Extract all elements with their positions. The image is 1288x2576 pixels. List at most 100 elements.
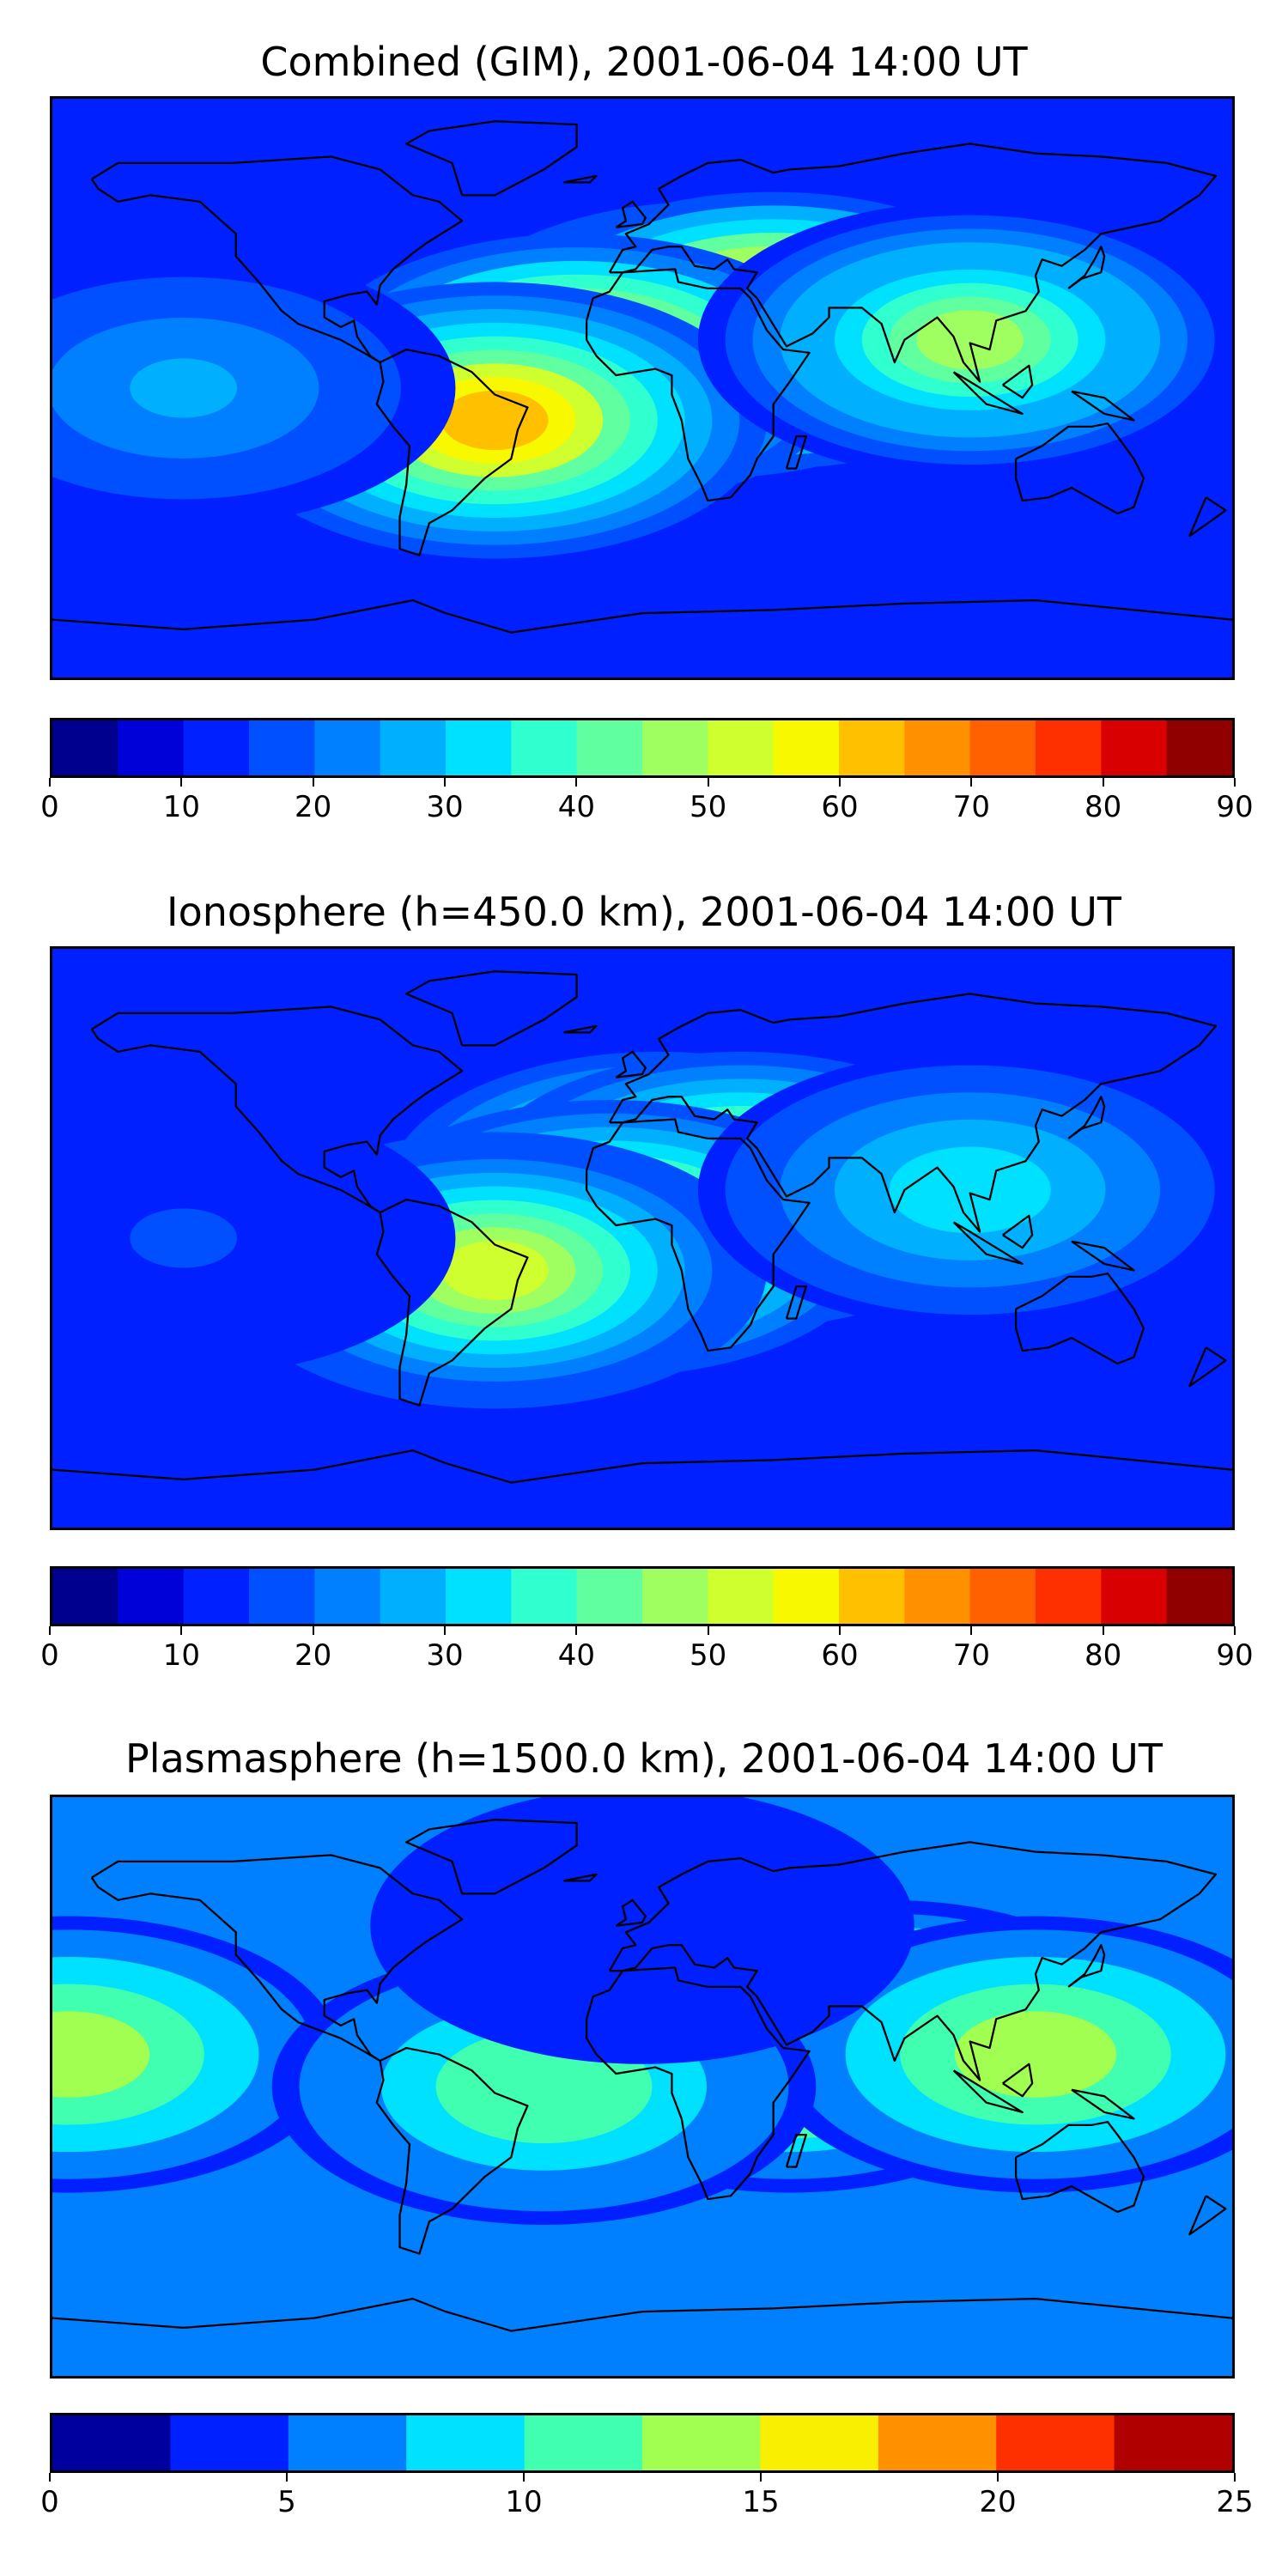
colorbar-ticks: 0 10 20 30 40 50 60 70 80 90 [40,1626,1254,1678]
colorbar-tick-label: 30 [426,1638,464,1673]
colorbar-tick-label: 90 [1216,790,1254,824]
colorbar-tick-mark [180,1626,183,1635]
coastline [615,1050,647,1078]
colorbar-segment [1166,1569,1232,1624]
colorbar-tick-label: 30 [426,790,464,824]
colorbar-tick-mark [575,778,578,787]
coastline [52,1449,1232,1484]
colorbar-segment [52,720,119,775]
colorbar-segment [524,2415,643,2470]
coastline [608,143,1218,383]
colorbar-segment [1114,2415,1232,2470]
colorbar-tick-label: 20 [295,1638,332,1673]
coastline [563,174,598,184]
colorbar-segment [118,1569,185,1624]
colorbar-segment [904,1569,971,1624]
colorbar-tick-mark [49,1626,51,1635]
coastline [952,371,1024,416]
colorbar-tick-label: 40 [557,790,595,824]
colorbar-tick-label: 80 [1084,1638,1122,1673]
colorbar-svg [52,2415,1232,2470]
coastline [585,1118,811,1352]
colorbar-segment [52,1569,119,1624]
colorbar-segment [1101,1569,1168,1624]
colorbar-tick-mark [1234,778,1236,787]
coastline [563,1873,598,1882]
colorbar-tick-label: 0 [40,2485,59,2519]
colorbar-tick-mark [49,778,51,787]
colorbar-tick-label: 90 [1216,1638,1254,1673]
coastline [375,2046,529,2255]
contour-level [981,2025,1090,2085]
colorbar-segment [839,1569,906,1624]
colorbar-tick-mark [1234,2473,1236,2482]
coastline [405,970,578,1047]
colorbar-tick-label: 70 [952,1638,990,1673]
heatmap-map [50,1795,1235,2379]
colorbar-segment [904,720,971,775]
colorbar-tick-label: 10 [505,2485,543,2519]
heatmap-map [50,946,1235,1530]
colorbar-tick-mark [1102,778,1104,787]
coastline [1014,2121,1145,2214]
colorbar-segment [314,1569,381,1624]
colorbar-segment [642,720,709,775]
colorbar-segment [446,720,513,775]
colorbar-segment [380,1569,447,1624]
coastline [1188,496,1227,538]
colorbar-segment [170,2415,289,2470]
coastline [1002,2063,1034,2098]
coastline [52,2298,1232,2332]
colorbar-tick-label: 0 [40,790,59,824]
contour-level [916,310,1024,370]
coastline [952,2069,1024,2114]
colorbar-svg [52,720,1232,775]
coastline [785,1285,807,1320]
colorbar-segment [183,720,250,775]
coastline [90,155,464,364]
colorbar-segment [576,1569,643,1624]
colorbar-segment [1101,720,1168,775]
coastline [1067,1944,1106,1988]
colorbar-tick-mark [1234,1626,1236,1635]
colorbar-ticks: 0 5 10 15 20 25 [40,2473,1254,2524]
colorbar-segment [1036,1569,1103,1624]
coastline [1002,364,1034,399]
chart-title: Ionosphere (h=450.0 km), 2001-06-04 14:0… [167,889,1121,935]
colorbar-tick-mark [707,778,709,787]
colorbar-tick-label: 60 [821,1638,859,1673]
colorbar-segment [969,720,1036,775]
colorbar-tick-label: 50 [690,1638,727,1673]
contour-level [490,2057,598,2117]
colorbar-segment [969,1569,1036,1624]
coastline [1067,1096,1106,1139]
colorbar-tick-label: 60 [821,790,859,824]
coastline [1002,1214,1034,1249]
colorbar-tick-mark [970,1626,973,1635]
heatmap-map [50,96,1235,680]
coastline [1188,2195,1227,2236]
colorbar-tick-label: 50 [690,790,727,824]
colorbar-tick-label: 10 [162,790,200,824]
colorbar-tick-mark [970,778,973,787]
colorbar-tick-mark [997,2473,999,2482]
colorbar-segment [1036,720,1103,775]
coastline [1067,246,1106,289]
colorbar-segment [996,2415,1115,2470]
coastline [615,1899,647,1927]
colorbar-tick-label: 80 [1084,790,1122,824]
colorbar-tick-label: 20 [295,790,332,824]
colorbar-segment [511,720,578,775]
coastline [585,1966,811,2201]
colorbar-tick-mark [523,2473,525,2482]
coastline [1071,2088,1135,2120]
coastline [1014,422,1145,515]
coastline [90,1005,464,1214]
colorbar-segment [511,1569,578,1624]
colorbar [50,718,1235,778]
colorbar-tick-mark [575,1626,578,1635]
coastline [90,1854,464,2063]
coastline [1071,390,1135,422]
contour-level [130,358,238,418]
colorbar-segment [446,1569,513,1624]
